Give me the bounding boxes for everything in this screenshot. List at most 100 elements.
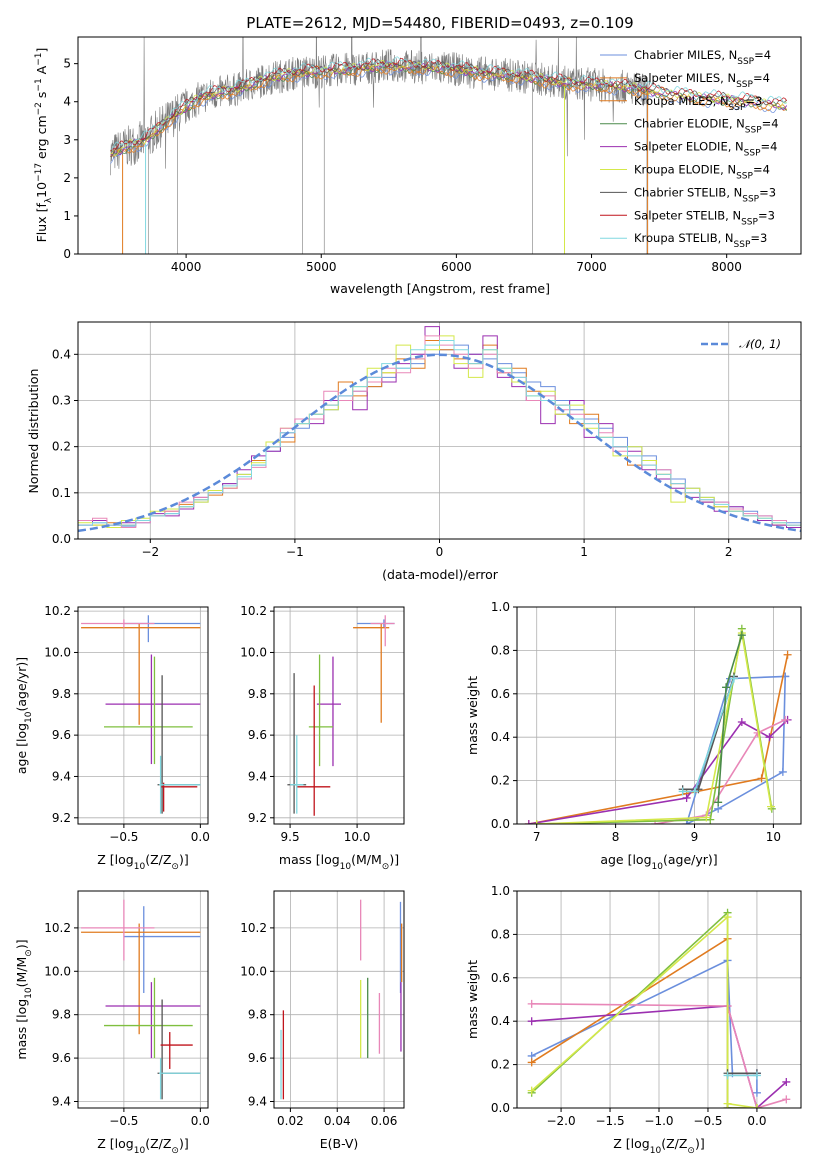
weight-point: [778, 767, 787, 776]
y-tick-label: 3: [63, 133, 71, 147]
weight-point: [723, 913, 732, 922]
weight-point: [752, 1088, 761, 1097]
y-tick-label: 9.4: [248, 769, 267, 783]
weight-point: [532, 820, 541, 824]
y-tick-label: 9.2: [248, 811, 267, 825]
panel-ylabel: mass weight: [465, 960, 480, 1039]
age-vs-Z-panel: −0.5 0.0 9.2 9.4 9.6 9.8 10.0 10.2 Z [log10(Z/Z⊙…: [14, 604, 210, 872]
x-tick-label: 0: [436, 545, 444, 559]
y-tick-label: 10.2: [44, 604, 71, 618]
x-tick-label: 2: [725, 545, 733, 559]
y-tick-label: 9.6: [248, 1051, 267, 1065]
weight-point: [782, 1077, 791, 1086]
y-tick-label: 1.0: [491, 884, 510, 898]
weight-series-line: [531, 915, 758, 1108]
spectrum-title: PLATE=2612, MJD=54480, FIBERID=0493, z=0…: [246, 14, 633, 32]
weight-point: [722, 683, 731, 692]
y-tick-label: 10.0: [240, 645, 267, 659]
weight-point: [678, 787, 687, 796]
panel-axes: [273, 606, 405, 825]
x-tick-label: 0.0: [191, 830, 210, 844]
x-tick-label: 4000: [171, 260, 202, 274]
y-tick-label: 10.0: [44, 964, 71, 978]
plot-marks: [81, 899, 201, 1100]
x-tick-label: −2.0: [546, 1114, 575, 1128]
panel-axes: [77, 606, 209, 825]
x-tick-label: 0.04: [324, 1114, 351, 1128]
y-tick-label: 0: [63, 247, 71, 261]
y-tick-label: 0.0: [491, 817, 510, 831]
x-tick-label: 8000: [711, 260, 742, 274]
panel-ylabel: mass [log10(M/M⊙)]: [14, 939, 34, 1059]
mass-vs-ebv-panel: 0.02 0.04 0.06 9.4 9.6 9.8 10.0 10.2 E(B-V): [240, 890, 405, 1151]
mass-vs-Z-panel: −0.5 0.0 9.4 9.6 9.8 10.0 10.2 Z [log10(Z/Z⊙)] m…: [14, 890, 210, 1156]
y-tick-label: 9.6: [248, 728, 267, 742]
weight-point: [737, 631, 746, 640]
residuals-legend: 𝒩(0, 1): [701, 337, 781, 351]
x-tick-label: −2: [141, 545, 159, 559]
y-tick-label: 0.2: [52, 440, 71, 454]
residuals-xlabel: (data-model)/error: [382, 567, 499, 582]
weight-series-line: [528, 719, 789, 824]
x-tick-label: 10: [766, 830, 781, 844]
spectrum-xlabel: wavelength [Angstrom, rest frame]: [330, 281, 550, 296]
x-tick-label: 6000: [441, 260, 472, 274]
weight-point: [702, 813, 711, 822]
y-tick-label: 1: [63, 209, 71, 223]
panel-axes: [516, 606, 802, 825]
panel-xlabel: mass [log10(M/M⊙)]: [279, 852, 399, 872]
weight-point: [767, 802, 776, 811]
model-spectrum-line: [110, 59, 787, 157]
weight-point: [527, 1017, 536, 1026]
y-tick-label: 9.8: [52, 687, 71, 701]
y-tick-label: 9.4: [52, 1094, 71, 1108]
spectrum-ylabel: Flux [fλ10−17 erg cm−2 s−1 A−1]: [34, 48, 54, 243]
weight-point: [729, 674, 738, 683]
y-tick-label: 9.2: [52, 811, 71, 825]
model-spectrum-line: [110, 58, 788, 152]
y-tick-label: 10.2: [44, 921, 71, 935]
x-tick-label: 0.06: [371, 1114, 398, 1128]
weight-point: [690, 787, 699, 796]
y-tick-label: 0.2: [491, 1058, 510, 1072]
plot-marks: [524, 624, 792, 824]
y-tick-label: 0.3: [52, 393, 71, 407]
x-tick-label: −0.5: [109, 1114, 138, 1128]
y-tick-label: 0.1: [52, 486, 71, 500]
weight-series-line: [531, 1003, 787, 1108]
y-tick-label: 2: [63, 171, 71, 185]
legend-entry: Salpeter ELODIE, NSSP=4: [634, 140, 777, 159]
residuals-panel: −2 −1 0 1 2 0.0 0.1 0.2 0.3 0.4 (data-model)/erro…: [26, 321, 802, 582]
spectrum-panel: PLATE=2612, MJD=54480, FIBERID=0493, z=0…: [34, 14, 802, 296]
y-tick-label: 9.4: [248, 1094, 267, 1108]
legend-entry: 𝒩(0, 1): [739, 337, 781, 351]
x-tick-label: 9.5: [281, 830, 300, 844]
weight-point: [752, 1104, 761, 1108]
y-tick-label: 9.8: [248, 687, 267, 701]
y-tick-label: 0.4: [491, 730, 510, 744]
weight-vs-Z-panel: −2.0 −1.5 −1.0 −0.5 0.0 0.0 0.2 0.4 0.6 0.8 1.0 Z […: [465, 884, 802, 1156]
weight-point: [682, 793, 691, 802]
panel-xlabel: Z [log10(Z/Z⊙)]: [97, 1136, 188, 1156]
x-tick-label: −1.0: [644, 1114, 673, 1128]
y-tick-label: 9.8: [52, 1008, 71, 1022]
plot-marks: [287, 615, 395, 816]
x-tick-label: 10.0: [344, 830, 371, 844]
panel-xlabel: E(B-V): [320, 1136, 359, 1151]
weight-point: [527, 1086, 536, 1095]
data-spectrum-line: [110, 37, 650, 176]
weight-point: [524, 820, 533, 824]
y-tick-label: 10.0: [44, 645, 71, 659]
histograms: [78, 326, 801, 539]
y-tick-label: 0.0: [52, 532, 71, 546]
panel-ylabel: age [log10(age/yr)]: [14, 657, 34, 774]
x-tick-label: 0.0: [747, 1114, 766, 1128]
panel-axes: [273, 890, 405, 1109]
weight-vs-age-panel: 7 8 9 10 0.0 0.2 0.4 0.6 0.8 1.0 age [log10(age/yr…: [465, 600, 802, 872]
weight-point: [783, 650, 792, 659]
legend-entry: Kroupa ELODIE, NSSP=4: [634, 163, 770, 182]
weight-point: [723, 1099, 732, 1108]
plot-marks: [527, 908, 791, 1108]
y-tick-label: 9.4: [52, 769, 71, 783]
plot-marks: [280, 899, 403, 1100]
